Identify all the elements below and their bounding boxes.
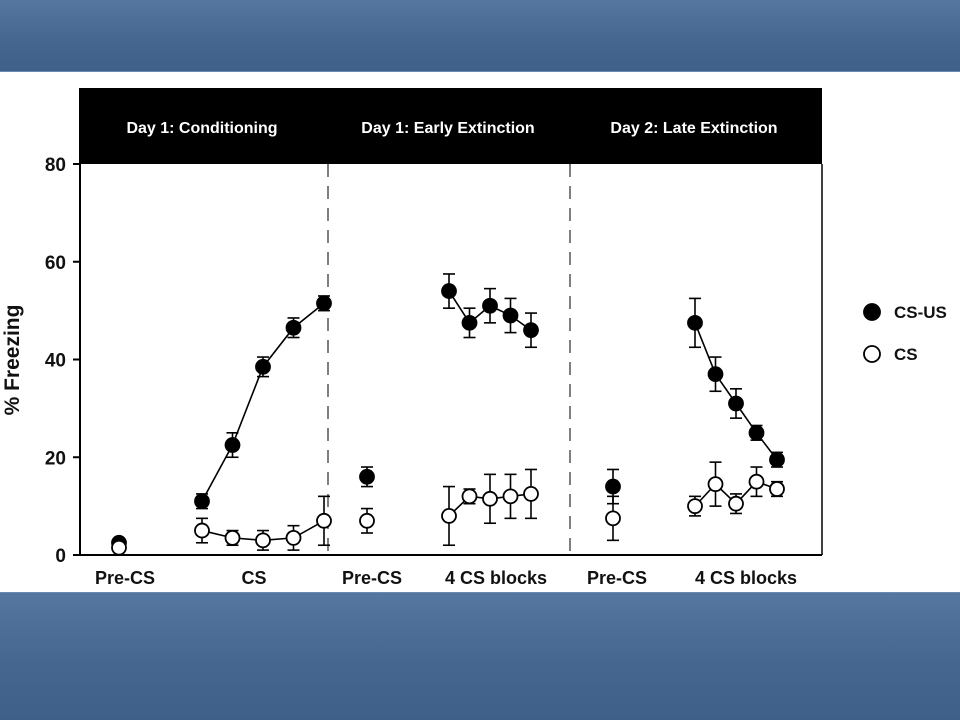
y-tick-label: 80: [45, 155, 66, 176]
x-group-label: Pre-CS: [342, 568, 402, 588]
cs-us-point: [255, 358, 271, 375]
cs-point: [441, 508, 457, 524]
cs-point: [359, 512, 375, 529]
legend-marker-open: [863, 345, 881, 363]
cs-us-point: [728, 395, 744, 412]
cs-us-point: [482, 297, 498, 314]
panel-title: Day 1: Conditioning: [126, 120, 277, 137]
cs-us-point: [748, 424, 765, 441]
slide-bottom-band: [0, 592, 960, 720]
cs-us-point: [224, 437, 241, 453]
y-tick-label: 40: [45, 351, 66, 372]
cs-point: [316, 512, 332, 529]
cs-point: [502, 488, 519, 505]
cs-point: [482, 490, 498, 507]
cs-us-point: [194, 493, 210, 510]
y-tick-label: 60: [45, 253, 66, 274]
cs-us-point: [605, 478, 621, 495]
cs-point: [523, 486, 539, 502]
cs-us-point: [441, 283, 457, 299]
panel-title: Day 2: Late Extinction: [610, 120, 777, 137]
cs-us-point: [769, 451, 785, 468]
band-divider-bottom: [0, 592, 960, 593]
cs-point: [194, 522, 210, 539]
x-group-label: Pre-CS: [95, 568, 155, 588]
legend-marker-filled: [863, 303, 881, 321]
panel-title: Day 1: Early Extinction: [361, 120, 534, 137]
legend-label: CS-US: [894, 303, 947, 322]
cs-us-point: [316, 295, 332, 312]
freezing-chart: 0 20 40 60 80 % Freezing Day 1: Conditioning Pr…: [1, 88, 947, 588]
cs-us-point: [707, 366, 724, 383]
cs-us-line: [201, 302, 325, 502]
cs-point: [224, 529, 241, 546]
legend-label: CS: [894, 345, 918, 364]
x-group-label: 4 CS blocks: [445, 568, 547, 588]
slide-top-band: [0, 0, 960, 72]
header-bar: [80, 88, 822, 164]
cs-point: [605, 510, 621, 527]
cs-point: [707, 476, 724, 493]
x-group-label: CS: [241, 568, 266, 588]
cs-point: [285, 529, 302, 546]
cs-us-point: [285, 319, 302, 336]
cs-point: [461, 488, 478, 505]
y-axis-label: % Freezing: [1, 305, 24, 416]
cs-point: [687, 498, 703, 515]
cs-us-point: [461, 314, 478, 331]
cs-us-point: [687, 314, 703, 331]
x-group-label: 4 CS blocks: [695, 568, 797, 588]
cs-point: [769, 481, 785, 497]
cs-point: [748, 473, 765, 490]
cs-point: [728, 495, 744, 512]
band-divider-top: [0, 71, 960, 72]
cs-us-point: [523, 322, 539, 339]
cs-us-point: [359, 468, 375, 485]
y-tick-label: 0: [55, 546, 66, 567]
cs-point: [111, 539, 127, 556]
y-tick-label: 20: [45, 448, 66, 469]
x-group-label: Pre-CS: [587, 568, 647, 588]
cs-us-point: [502, 307, 519, 324]
cs-point: [255, 532, 271, 549]
